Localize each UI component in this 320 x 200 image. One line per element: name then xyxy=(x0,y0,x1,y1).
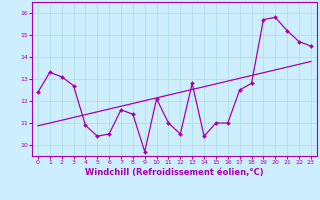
X-axis label: Windchill (Refroidissement éolien,°C): Windchill (Refroidissement éolien,°C) xyxy=(85,168,264,177)
